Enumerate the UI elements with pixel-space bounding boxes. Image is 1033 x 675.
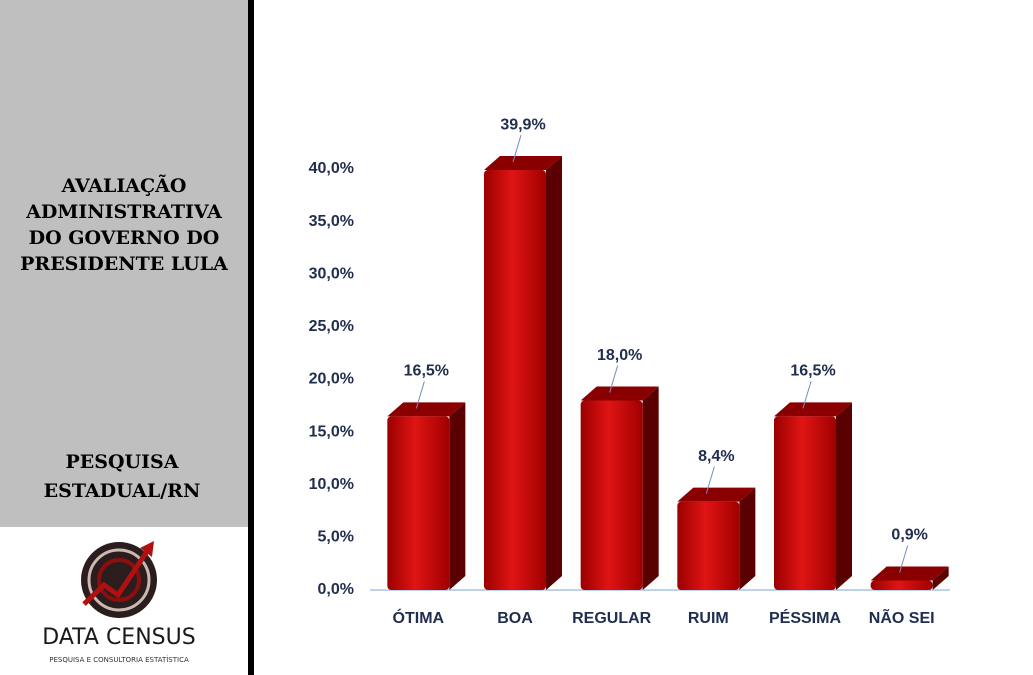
- x-tick-label: RUIM: [688, 610, 729, 627]
- value-label: 39,9%: [500, 116, 545, 133]
- x-tick-label: REGULAR: [572, 610, 652, 627]
- y-tick-label: 40,0%: [309, 160, 354, 177]
- title-line: ADMINISTRATIVA: [25, 201, 222, 223]
- title-line: DO GOVERNO DO: [29, 227, 220, 249]
- y-tick-label: 15,0%: [309, 423, 354, 440]
- value-label: 0,9%: [891, 527, 927, 544]
- value-label: 18,0%: [597, 347, 642, 364]
- y-tick-label: 35,0%: [309, 213, 354, 230]
- bar-top: [870, 566, 949, 581]
- bar-top: [484, 156, 562, 171]
- survey-line: ESTADUAL/RN: [44, 480, 201, 502]
- bar-side: [836, 402, 852, 590]
- value-label: 16,5%: [404, 363, 449, 380]
- logo-tagline: PESQUISA E CONSULTORIA ESTATÍSTICA: [49, 655, 189, 664]
- bar: [677, 501, 740, 590]
- y-tick-label: 20,0%: [309, 371, 354, 388]
- y-tick-label: 0,0%: [318, 581, 354, 598]
- x-tick-label: ÓTIMA: [393, 608, 445, 627]
- bar: [484, 170, 546, 591]
- title-line: PRESIDENTE LULA: [20, 253, 228, 275]
- y-tick-label: 5,0%: [318, 529, 354, 546]
- survey-line: PESQUISA: [66, 451, 179, 473]
- divider: [248, 0, 254, 675]
- bar-top: [387, 402, 466, 417]
- bar-side: [739, 487, 756, 590]
- y-tick-label: 10,0%: [309, 476, 354, 493]
- bar-side: [546, 156, 562, 591]
- value-label: 8,4%: [698, 448, 734, 465]
- x-tick-label: NÃO SEI: [869, 607, 935, 627]
- y-tick-label: 25,0%: [309, 318, 354, 335]
- label-leader: [415, 381, 425, 409]
- bar-side: [449, 402, 466, 590]
- logo-icon: [81, 541, 157, 618]
- bar: [870, 580, 933, 590]
- bar-side: [932, 566, 949, 590]
- label-leader: [609, 365, 619, 393]
- label-leader: [512, 134, 522, 163]
- bar: [387, 416, 450, 590]
- bar-top: [677, 487, 756, 502]
- y-tick-label: 30,0%: [309, 265, 354, 282]
- x-tick-label: BOA: [497, 610, 533, 627]
- x-tick-label: PÉSSIMA: [769, 608, 841, 627]
- bar-top: [580, 386, 659, 401]
- value-label: 16,5%: [790, 363, 835, 380]
- bar-top: [774, 402, 852, 417]
- label-leader: [705, 466, 715, 494]
- bar-side: [642, 386, 659, 590]
- label-leader: [899, 545, 909, 573]
- sidebar: [0, 0, 248, 527]
- title-line: AVALIAÇÃO: [61, 174, 187, 197]
- label-leader: [802, 381, 812, 409]
- bar: [774, 416, 836, 590]
- logo-name: DATA CENSUS: [42, 625, 195, 650]
- bar: [580, 400, 643, 590]
